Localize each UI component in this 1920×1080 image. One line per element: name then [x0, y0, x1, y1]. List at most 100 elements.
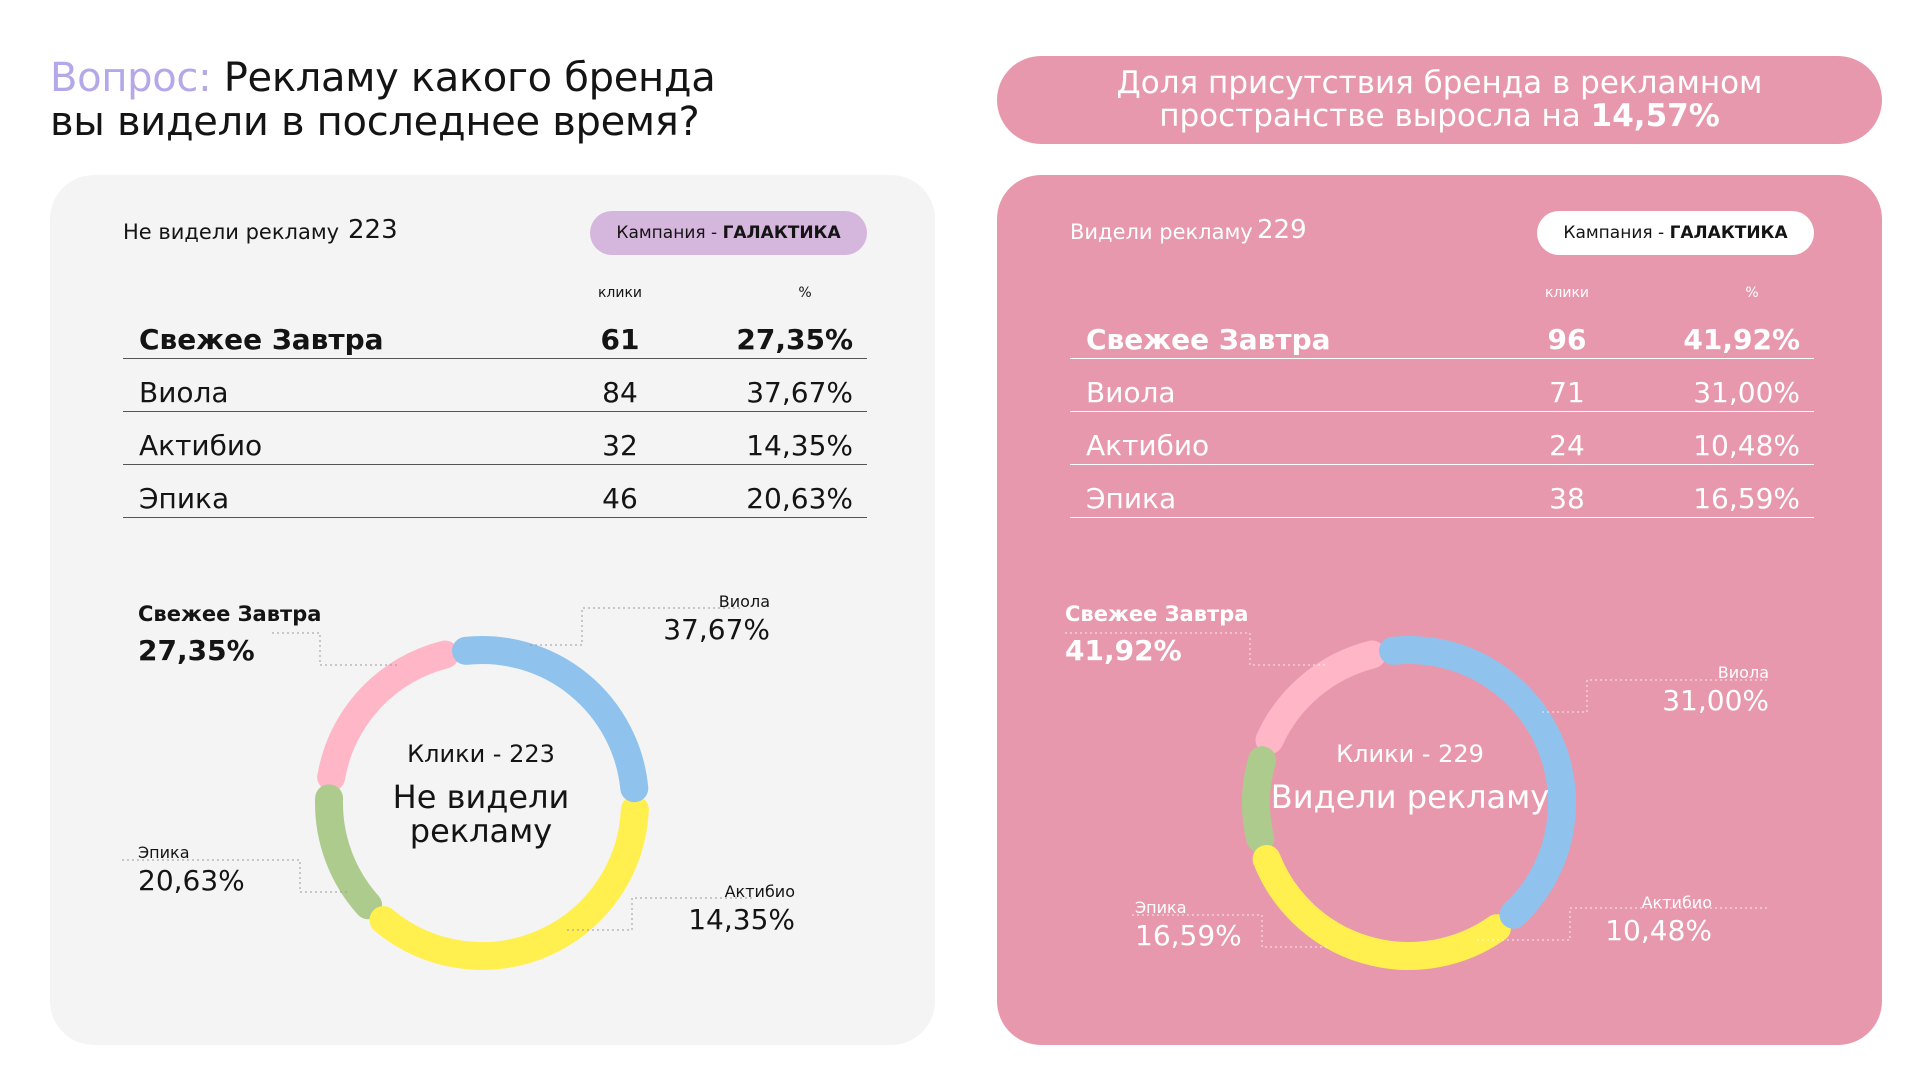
row-percent: 31,00%: [1693, 376, 1800, 409]
campaign-badge-prefix: Кампания -: [616, 223, 723, 243]
row-percent: 41,92%: [1683, 323, 1800, 356]
donut-segment: [1242, 746, 1277, 853]
callout-name: Эпика: [1135, 898, 1187, 917]
panel-header-label: Видели рекламу: [1070, 220, 1253, 244]
donut-chart: [122, 607, 752, 970]
table-row: Свежее Завтра 96 41,92%: [1070, 305, 1814, 359]
row-clicks: 61: [600, 323, 640, 356]
campaign-badge-prefix: Кампания -: [1563, 223, 1670, 243]
leader-line: [1065, 632, 1327, 666]
banner-line1: Доля присутствия бренда в рекламном: [1116, 65, 1763, 101]
callout-name: Виола: [1717, 663, 1769, 682]
panel-not-seen: Не видели рекламу 223 Кампания - ГАЛАКТИ…: [50, 175, 935, 1045]
leader-lines: [122, 607, 752, 931]
column-header-percent: %: [798, 285, 812, 301]
panel-header-count: 229: [1257, 215, 1307, 245]
row-brand: Актибио: [1086, 429, 1210, 462]
row-clicks: 96: [1547, 323, 1587, 356]
donut-segment: [452, 636, 649, 803]
row-percent: 14,35%: [746, 429, 853, 462]
panel-header-label: Не видели рекламу: [123, 220, 340, 244]
banner-growth-value: 14,57%: [1590, 98, 1720, 134]
callout-percent: 20,63%: [138, 864, 245, 897]
row-brand: Свежее Завтра: [1086, 323, 1331, 356]
row-percent: 10,48%: [1693, 429, 1800, 462]
row-brand: Эпика: [1086, 482, 1177, 515]
callout-percent: 10,48%: [1605, 914, 1712, 947]
panel-header-count: 223: [348, 215, 398, 245]
row-brand: Эпика: [139, 482, 230, 515]
panel-seen: Видели рекламу 229 Кампания - ГАЛАКТИКА …: [997, 175, 1882, 1045]
callout-percent: 37,67%: [663, 613, 770, 646]
donut-segment: [1252, 844, 1511, 970]
callout-percent: 41,92%: [1065, 634, 1182, 667]
callout-viola: Виола 31,00%: [1662, 663, 1769, 717]
leader-line: [565, 897, 752, 931]
callout-svezhee-zavtra: Свежее Завтра 41,92%: [1065, 602, 1248, 667]
callout-percent: 27,35%: [138, 634, 255, 667]
donut-center-title: Не видели рекламу: [392, 778, 570, 850]
callout-percent: 16,59%: [1135, 919, 1242, 952]
donut-center-title: Видели рекламу: [1270, 778, 1550, 816]
donut-center-clicks: Клики - 229: [1336, 740, 1484, 768]
donut-chart: [1065, 632, 1767, 970]
donut-segment: [1379, 636, 1576, 929]
row-brand: Свежее Завтра: [139, 323, 384, 356]
row-brand: Актибио: [139, 429, 263, 462]
callout-viola: Виола 37,67%: [663, 592, 770, 646]
row-clicks: 84: [602, 376, 638, 409]
callout-name: Эпика: [138, 843, 190, 862]
row-clicks: 24: [1549, 429, 1585, 462]
row-percent: 16,59%: [1693, 482, 1800, 515]
growth-banner: Доля присутствия бренда в рекламном прос…: [997, 56, 1882, 144]
row-clicks: 71: [1549, 376, 1585, 409]
leader-line: [528, 607, 740, 646]
question-heading: Вопрос: Рекламу какого бренда вы видели …: [50, 56, 950, 144]
leader-line: [1132, 914, 1327, 948]
callout-percent: 14,35%: [688, 903, 795, 936]
row-percent: 37,67%: [746, 376, 853, 409]
campaign-badge: Кампания - ГАЛАКТИКА: [590, 211, 867, 255]
row-clicks: 32: [602, 429, 638, 462]
row-brand: Виола: [139, 376, 229, 409]
callout-name: Свежее Завтра: [1065, 602, 1249, 626]
leader-line: [1542, 679, 1767, 713]
row-brand: Виола: [1086, 376, 1176, 409]
donut-center-label: Клики - 223 Не видели рекламу: [341, 740, 621, 848]
table-row: Виола 71 31,00%: [1070, 358, 1814, 412]
campaign-badge-name: ГАЛАКТИКА: [722, 223, 841, 243]
callout-percent: 31,00%: [1662, 684, 1769, 717]
callout-epika: Эпика 16,59%: [1135, 898, 1242, 952]
question-label: Вопрос:: [50, 55, 212, 101]
table-row: Эпика 46 20,63%: [123, 464, 867, 518]
callout-epika: Эпика 20,63%: [138, 843, 245, 897]
leader-line: [1477, 907, 1767, 941]
column-header-clicks: клики: [1544, 285, 1590, 301]
donut-segment: [369, 795, 649, 970]
row-percent: 20,63%: [746, 482, 853, 515]
campaign-badge: Кампания - ГАЛАКТИКА: [1537, 211, 1814, 255]
row-percent: 27,35%: [736, 323, 853, 356]
column-header-percent: %: [1745, 285, 1759, 301]
callout-svezhee-zavtra: Свежее Завтра 27,35%: [138, 602, 321, 667]
table-row: Свежее Завтра 61 27,35%: [123, 305, 867, 359]
campaign-badge-name: ГАЛАКТИКА: [1669, 223, 1788, 243]
column-header-clicks: клики: [597, 285, 643, 301]
callout-name: Свежее Завтра: [138, 602, 322, 626]
callout-name: Актибио: [1641, 893, 1712, 912]
donut-center-label: Клики - 229 Видели рекламу: [1270, 740, 1550, 814]
callout-name: Виола: [718, 592, 770, 611]
callout-name: Актибио: [724, 882, 795, 901]
table-row: Виола 84 37,67%: [123, 358, 867, 412]
row-clicks: 38: [1549, 482, 1585, 515]
leader-lines: [1065, 632, 1767, 948]
callout-aktibio: Актибио 10,48%: [1605, 893, 1712, 947]
donut-segment: [317, 640, 459, 792]
table-row: Актибио 24 10,48%: [1070, 411, 1814, 465]
table-row: Эпика 38 16,59%: [1070, 464, 1814, 518]
banner-line2-prefix: пространстве выросла на: [1159, 98, 1581, 134]
question-text-line1: Рекламу какого бренда: [223, 55, 716, 101]
question-text-line2: вы видели в последнее время?: [50, 99, 700, 145]
banner-line2: пространстве выросла на 14,57%: [1159, 100, 1720, 133]
donut-segment: [1255, 640, 1386, 755]
